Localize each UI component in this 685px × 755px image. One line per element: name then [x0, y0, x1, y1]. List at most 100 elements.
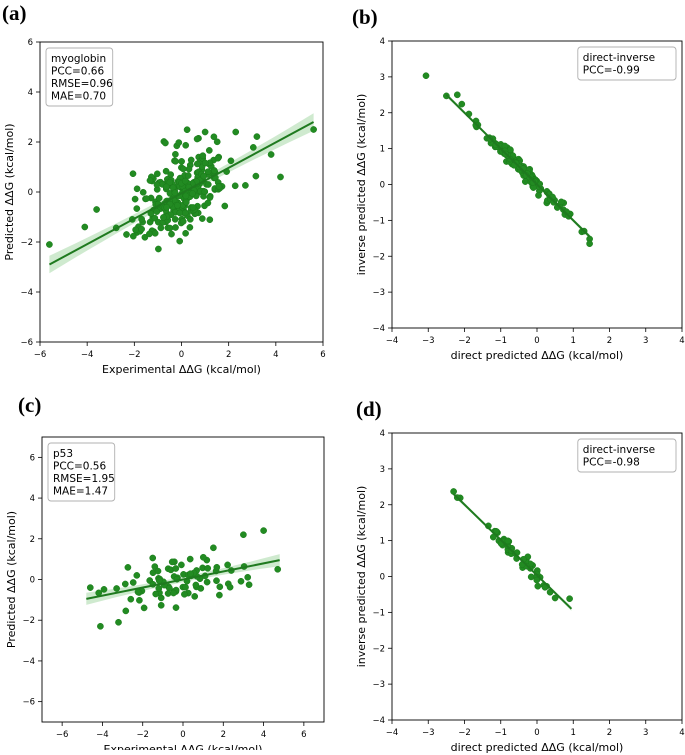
scatter-point	[168, 558, 176, 566]
x-tick-label: 1	[571, 728, 576, 738]
y-tick-label: 6	[30, 453, 35, 463]
y-axis-label: Predicted ΔΔG (kcal/mol)	[5, 511, 18, 648]
x-tick-label: −3	[422, 336, 435, 346]
scatter-point	[450, 488, 457, 495]
x-tick-label: 2	[226, 350, 231, 360]
scatter-point	[162, 183, 170, 191]
scatter-point	[192, 581, 200, 589]
x-tick-label: −2	[458, 336, 471, 346]
x-tick-label: −4	[96, 730, 109, 740]
scatter-point	[189, 190, 196, 197]
x-tick-label: 2	[221, 730, 226, 740]
y-tick-label: −1	[372, 608, 385, 618]
scatter-point	[160, 214, 167, 221]
scatter-point	[157, 601, 165, 609]
scatter-point	[204, 181, 212, 188]
scatter-point	[201, 159, 209, 167]
scatter-point	[172, 157, 179, 165]
scatter-point	[232, 128, 240, 136]
y-tick-label: 3	[380, 465, 385, 475]
scatter-point	[214, 154, 222, 162]
scatter-point	[146, 230, 153, 238]
y-tick-label: 6	[28, 38, 33, 48]
y-tick-label: 2	[380, 501, 385, 511]
y-tick-label: 3	[380, 73, 385, 83]
scatter-point	[97, 622, 104, 630]
legend-entry: PCC=-0.98	[583, 457, 640, 469]
x-tick-label: 3	[643, 728, 648, 738]
scatter-point	[182, 192, 190, 200]
x-tick-label: −4	[81, 350, 94, 360]
scatter-point	[210, 167, 218, 174]
legend-entry: myoglobin	[51, 53, 106, 65]
scatter-point	[81, 223, 89, 231]
x-tick-label: −4	[386, 336, 399, 346]
scatter-point	[237, 577, 245, 585]
scatter-point	[193, 135, 201, 143]
scatter-point	[152, 590, 160, 598]
scatter-point	[129, 232, 137, 240]
x-tick-label: −6	[56, 730, 69, 740]
legend-entry: PCC=-0.99	[583, 65, 640, 77]
scatter-point	[240, 531, 247, 539]
scatter-point	[133, 572, 141, 579]
scatter-point	[123, 231, 130, 238]
chart-panel-b: −4 −3 −2 −1 0 1 2 3 4 −4 −3 −2 −1 0 1 2 3 4 direct predict…	[355, 37, 685, 362]
x-tick-label: −2	[458, 728, 471, 738]
scatter-point	[204, 199, 212, 207]
scatter-point	[213, 563, 221, 571]
scatter-point	[252, 172, 260, 180]
x-tick-label: 0	[534, 728, 539, 738]
panel-label-b: (b)	[352, 5, 378, 29]
scatter-point	[179, 218, 187, 225]
scatter-point	[216, 583, 224, 591]
y-tick-label: −1	[372, 216, 385, 226]
x-tick-label: 4	[261, 730, 266, 740]
scatter-point	[186, 224, 194, 231]
y-axis-label: Predicted ΔΔG (kcal/mol)	[3, 123, 16, 260]
scatter-point	[174, 202, 181, 209]
regression-line	[86, 559, 280, 600]
scatter-point	[521, 178, 529, 185]
legend-entry: RMSE=0.96	[51, 78, 113, 90]
regression-line	[48, 121, 315, 266]
scatter-point	[242, 182, 249, 189]
scatter-point	[153, 170, 161, 178]
scatter-point	[182, 229, 189, 237]
scatter-point	[129, 579, 137, 586]
x-tick-label: 6	[301, 730, 306, 740]
scatter-point	[204, 564, 212, 572]
scatter-point	[244, 573, 252, 581]
scatter-point	[163, 203, 170, 211]
scatter-point	[249, 144, 257, 151]
scatter-point	[151, 563, 159, 570]
scatter-point	[201, 128, 209, 136]
scatter-point	[86, 584, 94, 591]
scatter-point	[221, 202, 229, 210]
y-tick-label: 2	[380, 109, 385, 119]
scatter-point	[182, 583, 189, 591]
x-axis-label: Experimental ΔΔG (kcal/mol)	[102, 363, 261, 376]
scatter-point	[124, 564, 132, 571]
scatter-point	[131, 195, 139, 203]
scatter-point	[127, 595, 135, 603]
y-tick-label: −4	[372, 324, 385, 334]
scatter-point	[187, 570, 194, 578]
scatter-point	[260, 527, 267, 534]
scatter-points	[86, 527, 282, 630]
scatter-point	[133, 205, 141, 212]
scatter-point	[153, 181, 161, 189]
y-tick-label: −3	[372, 288, 385, 298]
scatter-point	[189, 204, 197, 211]
scatter-point	[168, 230, 175, 238]
x-tick-label: 0	[179, 350, 184, 360]
x-tick-label: 4	[273, 350, 278, 360]
scatter-point	[121, 580, 129, 588]
scatter-point	[534, 582, 542, 590]
scatter-point	[172, 565, 180, 572]
scatter-point	[213, 138, 221, 146]
scatter-point	[153, 208, 161, 215]
x-tick-label: −3	[422, 728, 435, 738]
scatter-point	[166, 224, 174, 232]
